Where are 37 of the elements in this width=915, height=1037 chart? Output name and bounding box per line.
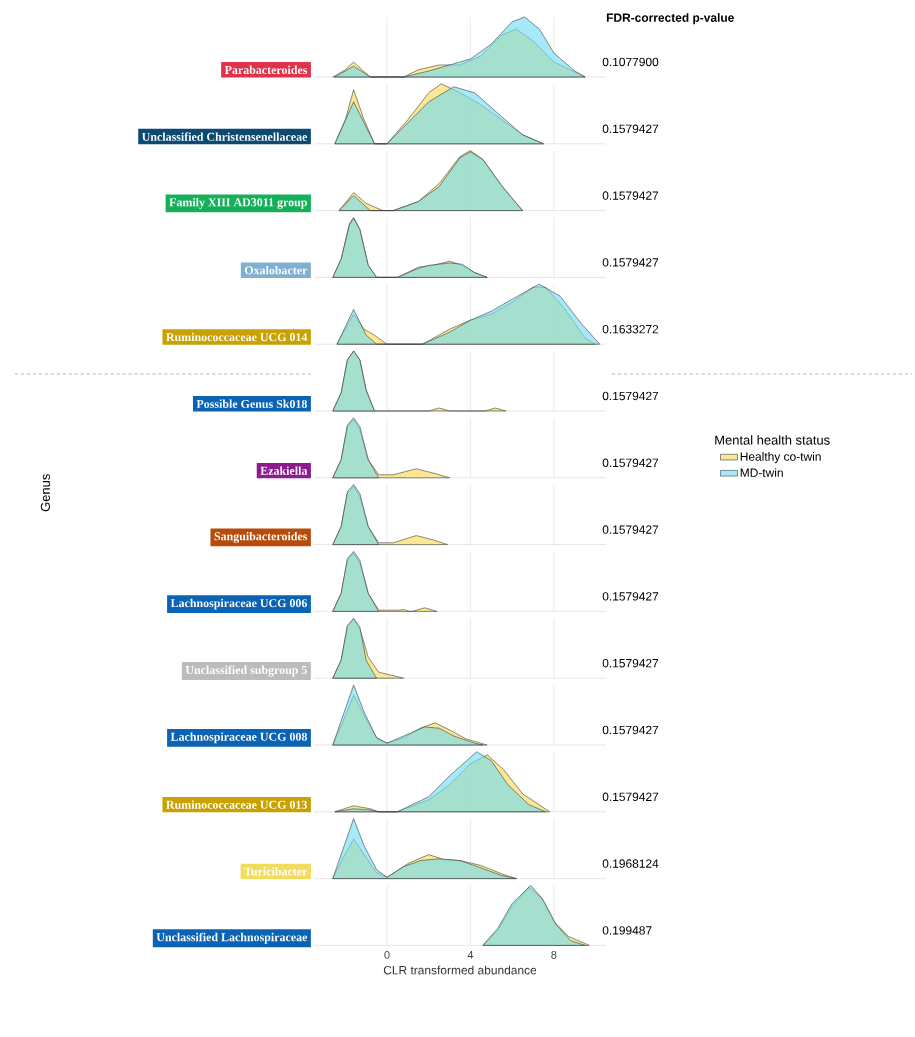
- annotation: 0.1579427: [602, 191, 659, 200]
- text: FDR-corrected p-value: [606, 13, 734, 25]
- text: Ezakiella: [260, 466, 308, 475]
- legend-label: MD-twin: [740, 468, 783, 477]
- text: Unclassified Lachnospiraceae: [156, 932, 308, 944]
- annotation: 0.1579427: [602, 258, 659, 267]
- annotation: 0.1579427: [602, 458, 659, 468]
- y-axis-title: Genus: [40, 474, 50, 512]
- text: Unclassified Christensenellaceae: [142, 132, 308, 141]
- annotation: 0.1633272: [602, 324, 659, 334]
- legend-label: Healthy co-twin: [740, 452, 821, 464]
- text: Parabacteroides: [224, 65, 308, 74]
- x-tick-label: 0: [384, 951, 390, 959]
- x-axis-title: CLR transformed abundance: [383, 965, 537, 975]
- annotation: 0.1579427: [602, 124, 659, 134]
- annotation: 0.1579427: [602, 592, 659, 601]
- text: Unclassified subgroup 5: [185, 665, 307, 677]
- legend-title: Mental health status: [715, 435, 830, 445]
- x-tick-label: 4: [467, 951, 474, 959]
- annotation: 0.1579427: [602, 792, 659, 802]
- text: Oxalobacter: [244, 265, 308, 275]
- annotation: 0.1968124: [602, 859, 659, 868]
- text: Possible Genus Sk018: [196, 399, 307, 409]
- annotation: 0.1579427: [602, 725, 659, 735]
- text: Ruminococcaceae UCG 014: [166, 332, 308, 342]
- annotation: 0.1579427: [602, 658, 659, 668]
- text: Sanguibacteroides: [214, 531, 308, 543]
- text: Turicibacter: [244, 867, 308, 876]
- annotation: 0.1579427: [602, 391, 659, 401]
- text: Lachnospiraceae UCG 006: [170, 598, 308, 610]
- annotation: 0.1579427: [602, 525, 659, 534]
- annotation: 0.199487: [602, 926, 652, 935]
- text: Ruminococcaceae UCG 013: [166, 800, 307, 809]
- text: Lachnospiraceae UCG 008: [170, 732, 307, 744]
- text: Family XIII AD3011 group: [169, 197, 307, 209]
- annotation: 0.1077900: [602, 57, 659, 67]
- x-tick-label: 8: [551, 951, 557, 959]
